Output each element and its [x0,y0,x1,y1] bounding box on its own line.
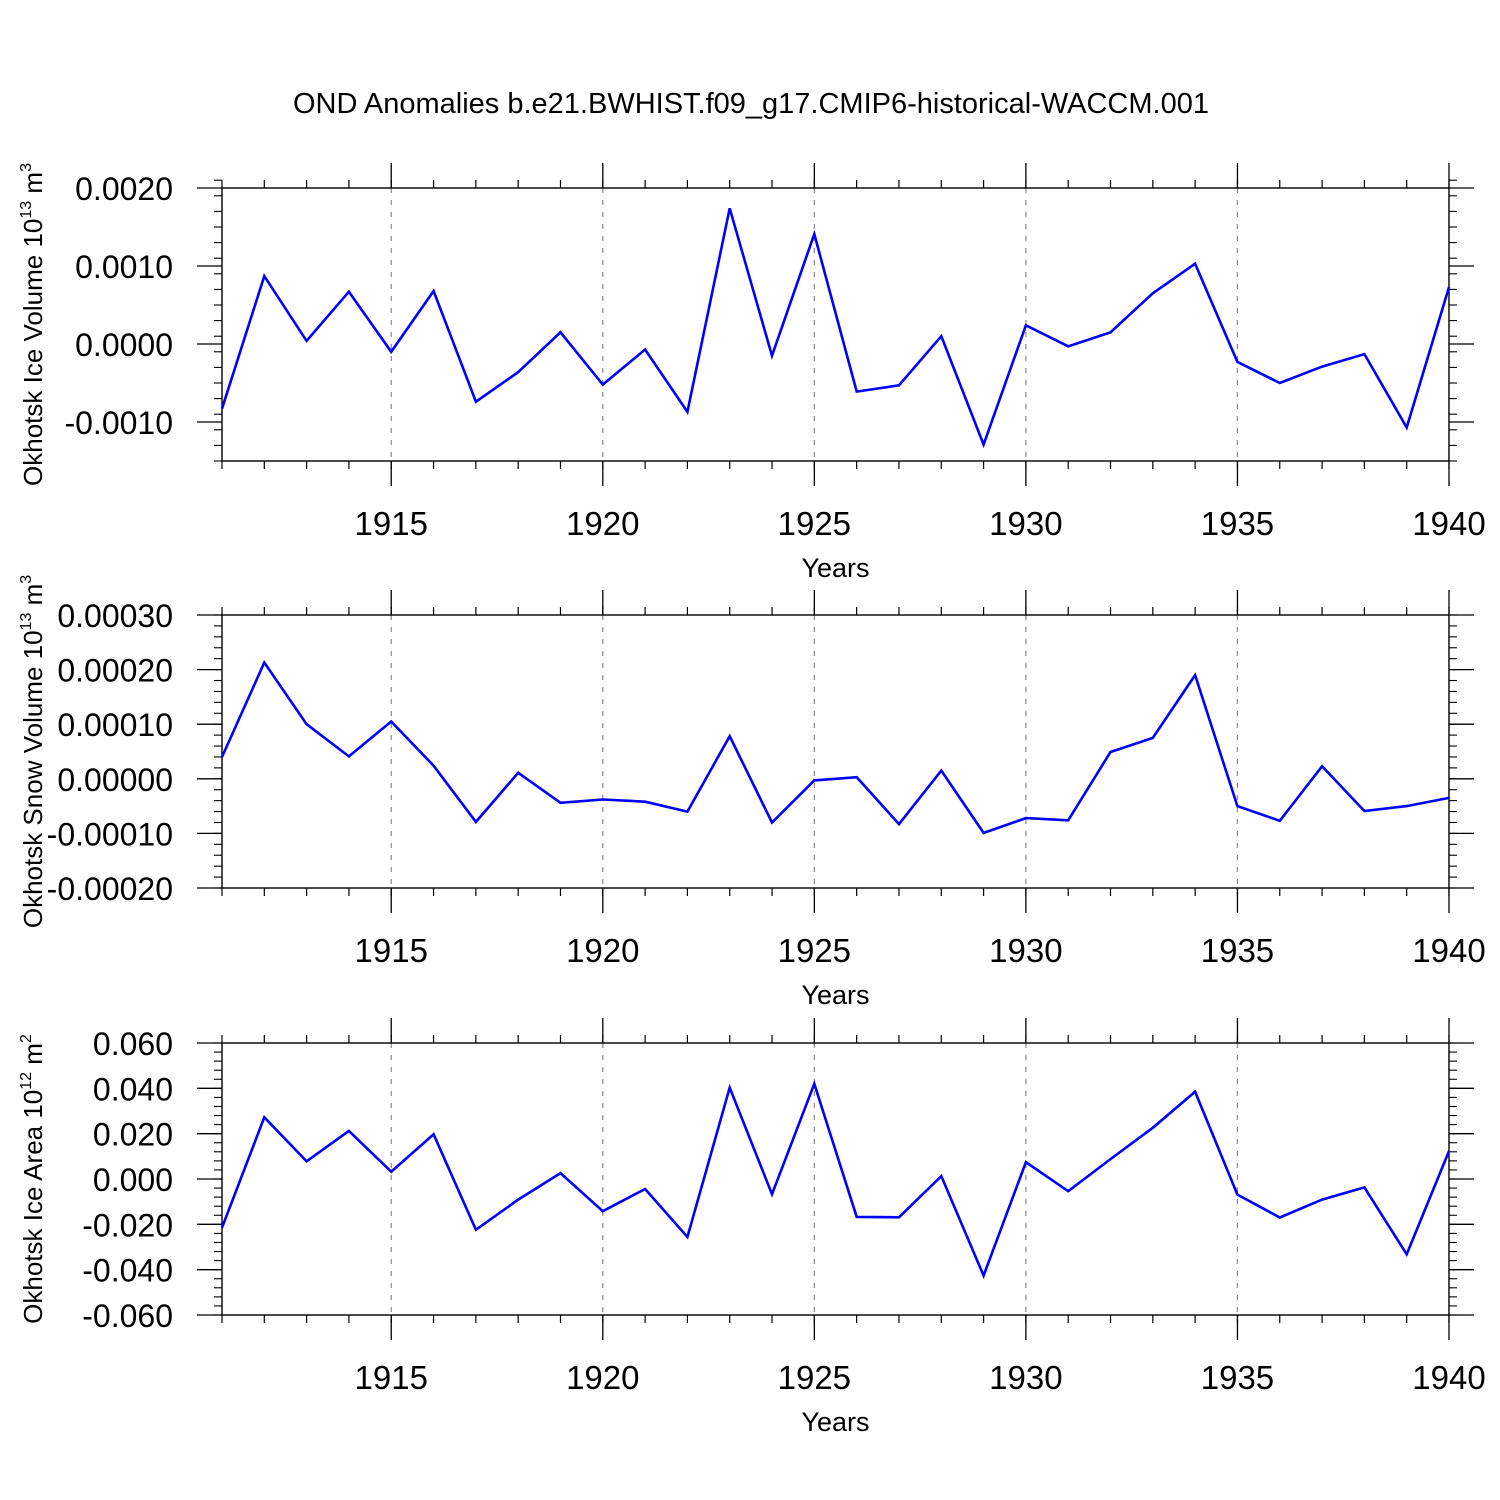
y-tick-label: 0.040 [93,1071,173,1107]
y-axis-label-part: m [18,172,48,201]
y-axis-label: Okhotsk Snow Volume 1013 m3 [18,575,48,928]
y-tick-label: 0.0010 [75,249,173,285]
plot-frame [221,1042,1450,1316]
y-tick-label: -0.00010 [47,816,173,852]
x-tick-label: 1925 [778,932,851,969]
y-tick-label: 0.00010 [57,707,173,743]
x-tick-label: 1925 [778,505,851,542]
x-tick-label: 1940 [1412,932,1485,969]
y-tick-label: -0.060 [82,1298,173,1334]
y-axis-label-part: Okhotsk Snow Volume 10 [18,630,48,928]
chart-title: OND Anomalies b.e21.BWHIST.f09_g17.CMIP6… [293,88,1209,120]
x-tick-label: 1930 [989,1359,1062,1396]
y-tick-label: -0.040 [82,1253,173,1289]
x-tick-label: 1930 [989,505,1062,542]
series-line [220,207,1451,449]
y-axis-label-part: 2 [18,1034,35,1043]
x-axis-label: Years [801,553,869,583]
x-tick-label: 1915 [355,1359,428,1396]
x-tick-label: 1920 [566,505,639,542]
y-tick-label: 0.000 [93,1162,173,1198]
y-axis-label: Okhotsk Ice Area 1012 m2 [18,1034,48,1324]
y-tick-label: 0.00030 [57,598,173,634]
x-tick-label: 1930 [989,932,1062,969]
chart-panel-1: 1915 1920 1925 1930 1935 1940 Years -0.0010 0.00… [18,163,1486,583]
y-axis-label-part: Okhotsk Ice Area 10 [18,1090,48,1324]
y-tick-label: -0.0010 [64,405,173,441]
y-axis-label-part: 13 [18,201,35,219]
y-axis-label-part: m [18,584,48,613]
y-axis-label-part: 13 [18,613,35,631]
x-tick-label: 1935 [1201,505,1274,542]
series-line [220,659,1450,835]
chart-panel-3: 1915 1920 1925 1930 1935 1940 Years -0.060 -0.04… [18,1018,1486,1437]
y-axis-label: Okhotsk Ice Volume 1013 m3 [18,163,48,486]
y-tick-label: 0.00020 [57,653,173,689]
x-tick-label: 1920 [566,1359,639,1396]
chart-panel-2: 1915 1920 1925 1930 1935 1940 Years -0.00020 -0.… [18,575,1486,1010]
y-tick-label: -0.020 [82,1207,173,1243]
y-axis-label-part: 12 [18,1072,35,1090]
plot-frame [221,614,1450,889]
x-tick-label: 1925 [778,1359,851,1396]
y-tick-label: -0.00020 [47,871,173,907]
series-line [220,1079,1451,1280]
y-axis-label-part: m [18,1043,48,1072]
x-tick-label: 1935 [1201,932,1274,969]
x-tick-label: 1915 [355,505,428,542]
x-axis-label: Years [801,980,869,1010]
y-tick-label: 0.020 [93,1117,173,1153]
x-tick-label: 1940 [1412,1359,1485,1396]
plot-frame [221,187,1450,462]
y-axis-label-part: Okhotsk Ice Volume 10 [18,219,48,486]
x-axis-label: Years [801,1407,869,1437]
y-tick-label: 0.0000 [75,327,173,363]
y-axis-label-part: 3 [18,575,35,584]
y-tick-label: 0.060 [93,1026,173,1062]
y-axis-label-part: 3 [18,163,35,172]
x-tick-label: 1935 [1201,1359,1274,1396]
y-tick-label: 0.00000 [57,762,173,798]
y-tick-label: 0.0020 [75,171,173,207]
x-tick-label: 1920 [566,932,639,969]
x-tick-label: 1915 [355,932,428,969]
x-tick-label: 1940 [1412,505,1485,542]
